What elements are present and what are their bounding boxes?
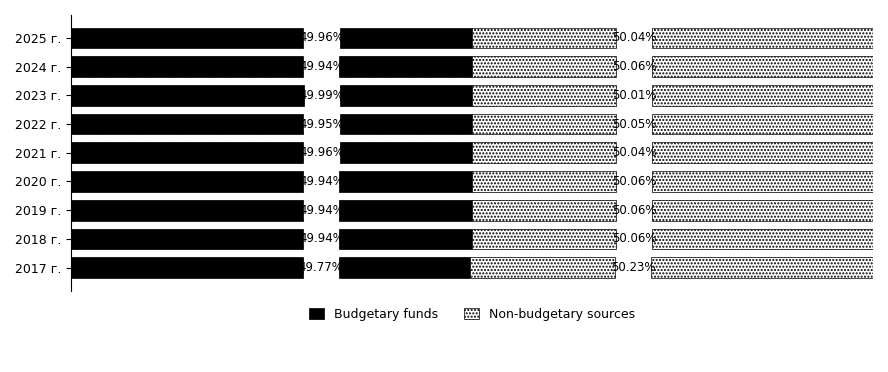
- Bar: [339, 171, 472, 192]
- Text: 50.04%: 50.04%: [612, 31, 656, 44]
- Text: 50.23%: 50.23%: [611, 261, 655, 274]
- Text: 49.77%: 49.77%: [298, 261, 343, 274]
- Bar: [71, 229, 304, 249]
- Legend: Budgetary funds, Non-budgetary sources: Budgetary funds, Non-budgetary sources: [305, 302, 639, 326]
- Text: 49.94%: 49.94%: [299, 232, 344, 246]
- Text: 50.06%: 50.06%: [612, 204, 656, 217]
- Bar: [338, 257, 471, 278]
- Bar: [71, 257, 303, 278]
- Text: 49.95%: 49.95%: [299, 118, 344, 131]
- Bar: [653, 114, 873, 134]
- Bar: [653, 85, 873, 106]
- Text: 49.94%: 49.94%: [299, 60, 344, 73]
- Text: 50.01%: 50.01%: [612, 89, 656, 102]
- Bar: [71, 85, 304, 106]
- Bar: [339, 200, 472, 221]
- Bar: [653, 28, 873, 48]
- Bar: [652, 171, 873, 192]
- Text: 49.99%: 49.99%: [299, 89, 344, 102]
- Text: 50.06%: 50.06%: [612, 232, 656, 246]
- Text: 50.06%: 50.06%: [612, 60, 656, 73]
- Text: 49.94%: 49.94%: [299, 204, 344, 217]
- Bar: [339, 142, 472, 163]
- Bar: [652, 56, 873, 77]
- Text: 49.94%: 49.94%: [299, 175, 344, 188]
- Bar: [71, 114, 304, 134]
- Bar: [339, 56, 472, 77]
- Bar: [652, 200, 873, 221]
- Bar: [472, 142, 616, 163]
- Bar: [472, 85, 616, 106]
- Bar: [339, 28, 472, 48]
- Bar: [339, 114, 472, 134]
- Bar: [71, 142, 304, 163]
- Bar: [471, 257, 615, 278]
- Bar: [472, 56, 616, 77]
- Bar: [340, 85, 472, 106]
- Bar: [472, 229, 616, 249]
- Text: 50.05%: 50.05%: [612, 118, 656, 131]
- Bar: [71, 200, 304, 221]
- Bar: [472, 171, 616, 192]
- Text: 50.04%: 50.04%: [612, 146, 656, 159]
- Bar: [472, 200, 616, 221]
- Text: 49.96%: 49.96%: [299, 146, 344, 159]
- Bar: [339, 229, 472, 249]
- Bar: [71, 171, 304, 192]
- Bar: [71, 56, 304, 77]
- Bar: [652, 257, 873, 278]
- Bar: [472, 28, 616, 48]
- Text: 49.96%: 49.96%: [299, 31, 344, 44]
- Bar: [472, 114, 616, 134]
- Text: 50.06%: 50.06%: [612, 175, 656, 188]
- Bar: [652, 229, 873, 249]
- Bar: [653, 142, 873, 163]
- Bar: [71, 28, 304, 48]
